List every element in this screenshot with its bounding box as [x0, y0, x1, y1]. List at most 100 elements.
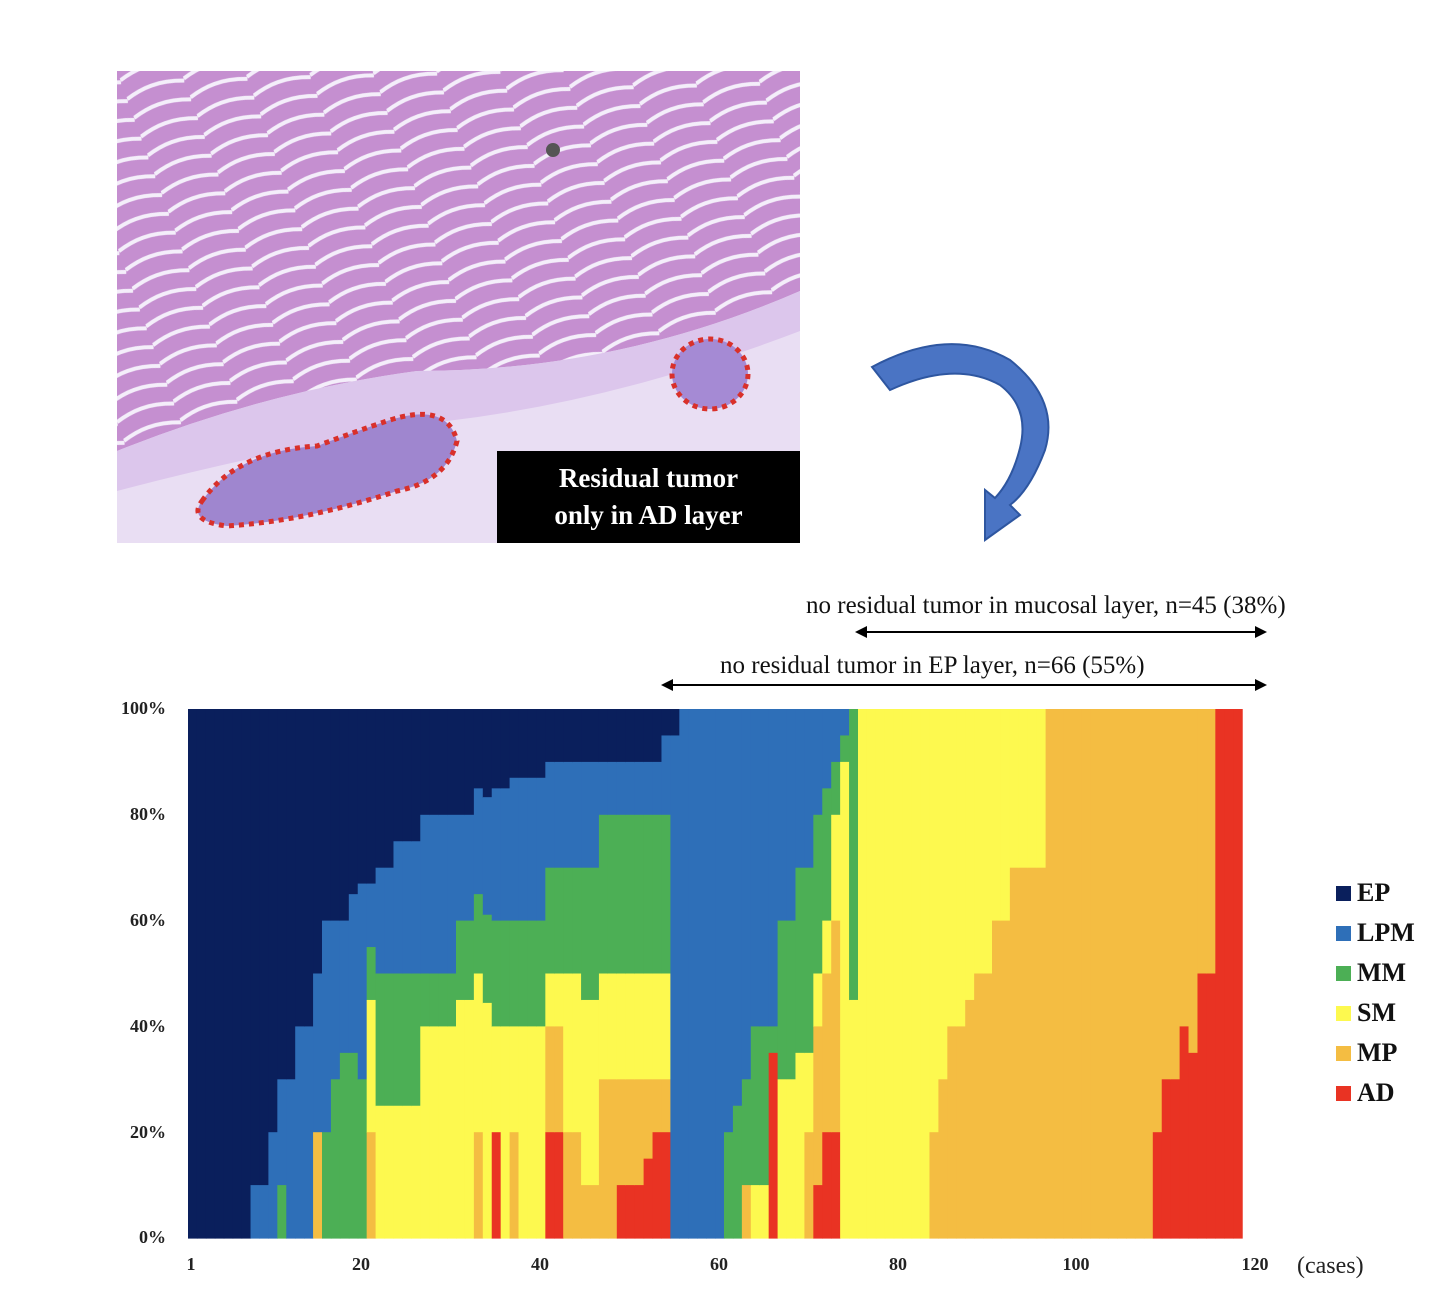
bar-segment-mm — [393, 973, 403, 1107]
caption-line-1: Residual tumor — [558, 463, 739, 493]
bar-segment-lpm — [375, 867, 386, 975]
bar-segment-sm — [947, 709, 957, 1027]
bar-segment-mp — [1143, 709, 1154, 1239]
bar-segment-sm — [956, 709, 966, 1027]
bar-segment-mm — [849, 709, 859, 1001]
bar-segment-sm — [438, 1026, 448, 1239]
bar-segment-mp — [616, 1079, 627, 1186]
bar-segment-mm — [366, 947, 377, 1001]
bar-segment-mm — [572, 867, 582, 975]
bar-segment-mp — [804, 1132, 814, 1239]
legend-item-mp: MP — [1336, 1033, 1415, 1073]
bar-segment-ep — [500, 709, 511, 789]
legend-swatch-ep — [1336, 885, 1351, 901]
bar-segment-mm — [786, 920, 797, 1080]
bar-segment-lpm — [581, 761, 591, 869]
bar-segment-lpm — [277, 1079, 287, 1186]
bar-segment-sm — [464, 999, 475, 1239]
annotation-ep: no residual tumor in EP layer, n=66 (55%… — [720, 652, 1145, 679]
bar-segment-lpm — [652, 761, 663, 816]
bar-segment-ep — [536, 709, 546, 779]
bar-segment-ep — [634, 709, 645, 763]
bar-segment-mm — [464, 920, 475, 1001]
bar-segment-sm — [625, 973, 636, 1080]
bar-segment-lpm — [447, 814, 457, 975]
legend-label-ep: EP — [1357, 878, 1391, 907]
bar-segment-ep — [411, 709, 421, 842]
bar-segment-sm — [911, 709, 922, 1239]
bar-segment-ep — [348, 709, 359, 895]
legend-label-lpm: LPM — [1357, 918, 1415, 947]
bar-segment-mm — [429, 973, 439, 1027]
bar-segment-mp — [366, 1132, 377, 1239]
y-tick-20: 20% — [130, 1122, 166, 1142]
bar-segment-lpm — [741, 709, 752, 1080]
bar-segment-mp — [1108, 709, 1118, 1239]
bar-segment-mm — [750, 1026, 761, 1186]
legend-swatch-ad — [1336, 1085, 1351, 1101]
bar-segment-sm — [545, 973, 555, 1027]
bar-segment-mp — [1054, 709, 1065, 1239]
bar-segment-sm — [759, 1185, 770, 1239]
bar-segment-ep — [464, 709, 475, 816]
bar-segment-sm — [491, 1026, 502, 1133]
bar-segment-lpm — [500, 788, 511, 922]
bar-segment-lpm — [786, 709, 797, 922]
bar-segment-lpm — [840, 709, 850, 737]
bar-segment-mp — [509, 1132, 520, 1239]
bar-segment-mm — [322, 1132, 332, 1239]
bar-segment-lpm — [322, 920, 332, 1133]
bar-segment-ep — [518, 709, 529, 779]
bar-segment-mm — [473, 894, 484, 975]
bar-segment-ep — [375, 709, 386, 869]
bar-segment-mp — [590, 1185, 600, 1239]
chart-legend: EP LPM MM SM MP AD — [1336, 873, 1415, 1113]
bar-segment-mp — [1072, 709, 1082, 1239]
bar-segment-lpm — [295, 1026, 305, 1239]
bar-segment-lpm — [420, 814, 430, 975]
bar-segment-ep — [581, 709, 591, 763]
bar-segment-mm — [581, 867, 591, 1001]
bar-segment-sm — [402, 1105, 412, 1239]
bar-segment-mp — [1063, 709, 1073, 1239]
legend-label-mm: MM — [1357, 958, 1407, 987]
bar-segment-lpm — [768, 709, 779, 1027]
bar-segment-lpm — [777, 709, 788, 922]
bar-segment-ad — [1197, 973, 1207, 1239]
bar-segment-ad — [768, 1052, 779, 1239]
bar-segment-ad — [1215, 709, 1225, 1239]
bar-segment-ep — [643, 709, 654, 763]
bar-segment-ad — [822, 1132, 832, 1239]
bar-segment-sm — [866, 709, 877, 1239]
bar-segment-ep — [330, 709, 341, 922]
bar-segment-mp — [965, 999, 975, 1239]
bar-segment-ad — [661, 1132, 671, 1239]
bar-segment-mp — [1081, 709, 1091, 1239]
bar-segment-mp — [947, 1026, 957, 1239]
bar-segment-lpm — [688, 709, 698, 1239]
bar-segment-mp — [938, 1079, 948, 1239]
bar-segment-lpm — [482, 797, 493, 916]
bar-segment-sm — [849, 999, 859, 1239]
bar-segment-ep — [616, 709, 627, 763]
bar-segment-ad — [831, 1132, 841, 1239]
bar-segment-ep — [429, 709, 439, 816]
legend-item-sm: SM — [1336, 993, 1415, 1033]
bar-segment-mm — [741, 1079, 752, 1186]
bar-segment-lpm — [572, 761, 582, 869]
bar-segment-sm — [786, 1079, 797, 1239]
bar-segment-mm — [375, 973, 386, 1107]
bar-segment-sm — [420, 1026, 430, 1239]
bar-segment-mp — [974, 973, 984, 1239]
bar-segment-ep — [384, 709, 395, 869]
bar-segment-mp — [1000, 920, 1011, 1239]
bar-segment-lpm — [357, 883, 368, 1080]
bar-segment-mp — [581, 1185, 591, 1239]
bar-segment-lpm — [429, 814, 439, 975]
bar-segment-lpm — [259, 1185, 269, 1239]
bar-segment-lpm — [438, 814, 448, 975]
bar-segment-sm — [983, 709, 993, 975]
bar-segment-lpm — [250, 1185, 261, 1239]
bar-segment-lpm — [804, 709, 814, 869]
